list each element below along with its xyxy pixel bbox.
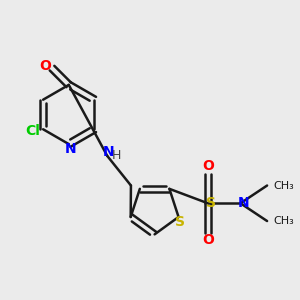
Text: N: N (238, 196, 249, 210)
Text: N: N (103, 146, 115, 159)
Text: O: O (40, 59, 52, 73)
Text: O: O (202, 233, 214, 247)
Text: CH₃: CH₃ (274, 216, 294, 226)
Text: O: O (202, 159, 214, 173)
Text: H: H (112, 149, 122, 162)
Text: S: S (175, 215, 185, 229)
Text: Cl: Cl (25, 124, 40, 138)
Text: N: N (64, 142, 76, 156)
Text: CH₃: CH₃ (274, 181, 294, 190)
Text: S: S (206, 196, 216, 210)
